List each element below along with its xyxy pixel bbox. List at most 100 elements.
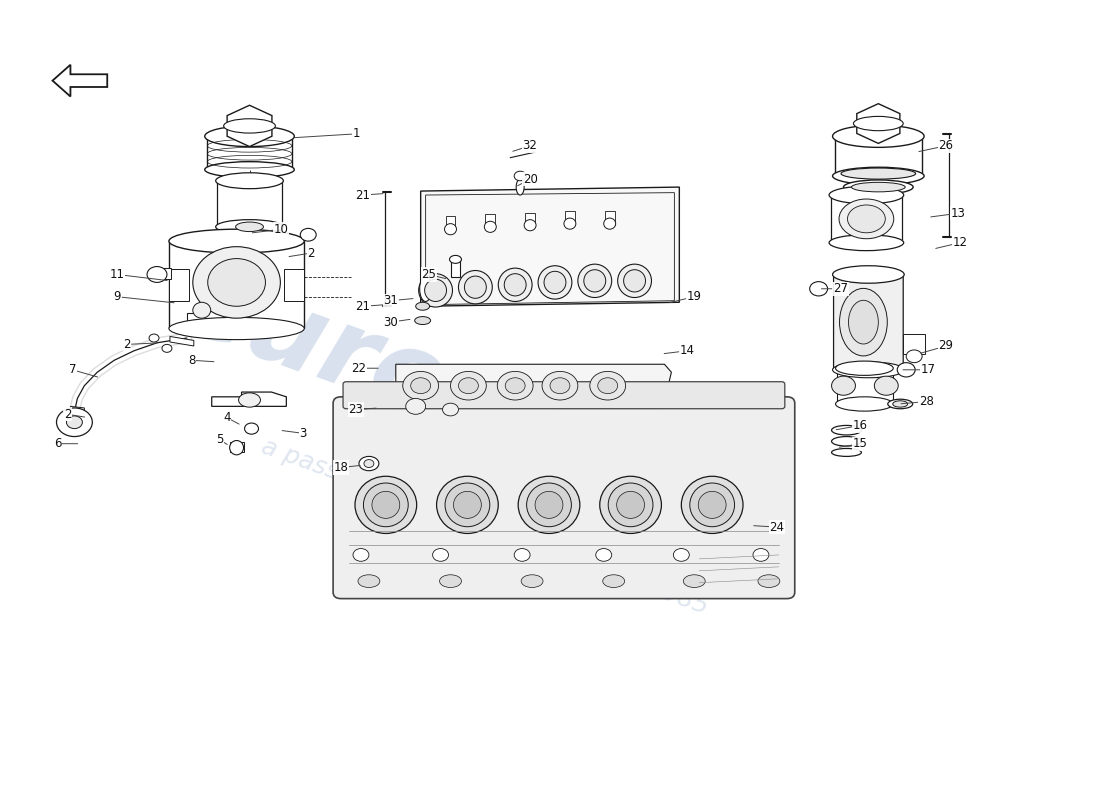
- Ellipse shape: [690, 483, 735, 526]
- Ellipse shape: [235, 222, 264, 231]
- Ellipse shape: [600, 476, 661, 534]
- Ellipse shape: [851, 182, 905, 192]
- Ellipse shape: [564, 218, 576, 229]
- Ellipse shape: [459, 270, 493, 304]
- Ellipse shape: [544, 271, 565, 294]
- Ellipse shape: [504, 274, 526, 296]
- Ellipse shape: [524, 220, 536, 230]
- Ellipse shape: [205, 162, 295, 178]
- Ellipse shape: [516, 179, 524, 195]
- Bar: [565, 211, 575, 226]
- Text: 2: 2: [123, 338, 157, 351]
- Ellipse shape: [893, 401, 907, 407]
- Text: 19: 19: [670, 290, 702, 303]
- Ellipse shape: [836, 361, 893, 375]
- Polygon shape: [420, 187, 680, 306]
- Ellipse shape: [833, 125, 924, 147]
- Ellipse shape: [372, 491, 399, 518]
- Bar: [230, 442, 243, 452]
- Ellipse shape: [833, 362, 904, 378]
- Ellipse shape: [464, 276, 486, 298]
- Ellipse shape: [844, 180, 913, 194]
- Text: 28: 28: [901, 395, 934, 408]
- Bar: [605, 211, 615, 226]
- Circle shape: [542, 371, 578, 400]
- Ellipse shape: [578, 264, 612, 298]
- Text: 6: 6: [54, 437, 78, 450]
- Text: 11: 11: [110, 268, 167, 281]
- Circle shape: [300, 229, 316, 241]
- Ellipse shape: [535, 491, 563, 518]
- Circle shape: [597, 378, 618, 394]
- Ellipse shape: [521, 574, 543, 587]
- Circle shape: [550, 378, 570, 394]
- Text: 18: 18: [333, 461, 360, 474]
- Bar: [217, 181, 282, 227]
- Bar: [169, 241, 305, 329]
- Text: 16: 16: [836, 419, 868, 432]
- Ellipse shape: [681, 476, 742, 534]
- Ellipse shape: [617, 491, 645, 518]
- Polygon shape: [211, 392, 286, 406]
- Ellipse shape: [604, 218, 616, 229]
- Ellipse shape: [538, 266, 572, 299]
- Circle shape: [596, 549, 612, 562]
- Ellipse shape: [420, 276, 431, 302]
- Text: 22: 22: [352, 362, 378, 374]
- Circle shape: [451, 371, 486, 400]
- Text: 32: 32: [513, 139, 538, 152]
- Ellipse shape: [608, 483, 653, 526]
- Ellipse shape: [359, 457, 378, 470]
- Text: 13: 13: [931, 207, 966, 220]
- Polygon shape: [396, 364, 671, 408]
- Text: 7: 7: [68, 363, 98, 377]
- Ellipse shape: [355, 476, 417, 534]
- Circle shape: [590, 371, 626, 400]
- Ellipse shape: [618, 264, 651, 298]
- Ellipse shape: [363, 483, 408, 526]
- Ellipse shape: [453, 491, 482, 518]
- Ellipse shape: [205, 126, 295, 146]
- Circle shape: [244, 423, 258, 434]
- Circle shape: [162, 344, 172, 352]
- Ellipse shape: [683, 574, 705, 587]
- Ellipse shape: [230, 441, 243, 455]
- Polygon shape: [227, 106, 272, 146]
- Polygon shape: [187, 298, 229, 322]
- Polygon shape: [834, 274, 903, 370]
- Text: 29: 29: [921, 339, 954, 353]
- Ellipse shape: [832, 426, 861, 435]
- Text: 2: 2: [64, 408, 85, 421]
- Text: 20: 20: [518, 173, 538, 186]
- Ellipse shape: [527, 483, 571, 526]
- FancyBboxPatch shape: [343, 382, 784, 409]
- Bar: [835, 136, 922, 176]
- FancyBboxPatch shape: [333, 397, 795, 598]
- Ellipse shape: [425, 279, 447, 302]
- Circle shape: [673, 549, 690, 562]
- Ellipse shape: [444, 224, 456, 234]
- Ellipse shape: [484, 222, 496, 232]
- Ellipse shape: [839, 199, 894, 238]
- Ellipse shape: [518, 476, 580, 534]
- Bar: [446, 217, 455, 230]
- Text: a passion for performance since 1985: a passion for performance since 1985: [257, 434, 711, 619]
- Ellipse shape: [440, 574, 461, 587]
- Bar: [903, 334, 925, 354]
- Circle shape: [66, 416, 82, 429]
- Text: 15: 15: [839, 437, 868, 450]
- Circle shape: [56, 408, 92, 437]
- Ellipse shape: [415, 317, 430, 325]
- Ellipse shape: [446, 483, 490, 526]
- Circle shape: [410, 378, 430, 394]
- Circle shape: [148, 334, 159, 342]
- Text: 12: 12: [936, 236, 967, 250]
- Ellipse shape: [829, 234, 904, 250]
- Ellipse shape: [603, 574, 625, 587]
- Ellipse shape: [624, 270, 646, 292]
- Bar: [284, 269, 305, 301]
- Ellipse shape: [833, 266, 904, 283]
- Text: 27: 27: [822, 282, 848, 295]
- Ellipse shape: [169, 318, 305, 340]
- Ellipse shape: [419, 274, 452, 307]
